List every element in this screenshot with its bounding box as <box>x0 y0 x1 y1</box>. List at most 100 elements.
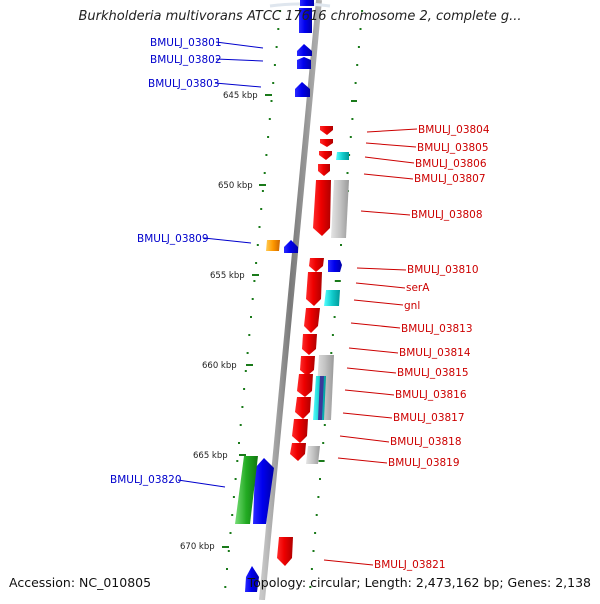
track-dot <box>359 28 362 30</box>
gene-label-bmulj-03801[interactable]: BMULJ_03801 <box>150 37 222 49</box>
track-dot <box>260 208 263 210</box>
gene-label-bmulj-03806[interactable]: BMULJ_03806 <box>415 158 487 170</box>
gene-glyph-bmulj-03816[interactable] <box>297 374 313 397</box>
track-dot <box>310 568 313 570</box>
feature-cyan-gnl[interactable] <box>324 290 340 306</box>
track-dot <box>243 388 246 390</box>
track-dot <box>251 298 254 300</box>
dotted-tracks <box>224 10 364 588</box>
gene-label-bmulj-03802[interactable]: BMULJ_03802 <box>150 54 222 66</box>
track-dot <box>261 190 264 192</box>
feature-green-03820[interactable] <box>235 456 258 524</box>
track-dot <box>244 370 247 372</box>
track-dot <box>268 118 271 120</box>
track-dot <box>309 586 312 588</box>
gene-label-bmulj-03803[interactable]: BMULJ_03803 <box>148 78 220 90</box>
track-dot <box>238 442 240 444</box>
gene-glyph-bmulj-03817[interactable] <box>295 397 311 419</box>
gene-glyph-bmulj-03806[interactable] <box>319 151 332 160</box>
gene-glyph-bmulj-03819[interactable] <box>290 443 306 461</box>
gene-label-bmulj-03809[interactable]: BMULJ_03809 <box>137 233 209 245</box>
track-dot <box>236 460 239 462</box>
track-dot <box>250 316 252 318</box>
scale-label-665: 665 kbp <box>193 451 228 461</box>
gene-label-bmulj-03813[interactable]: BMULJ_03813 <box>401 323 473 335</box>
gene-label-bmulj-03816[interactable]: BMULJ_03816 <box>395 389 467 401</box>
gene-label-bmulj-03817[interactable]: BMULJ_03817 <box>393 412 465 424</box>
gene-glyph-bmulj-03815[interactable] <box>300 356 315 376</box>
chromosome-backbone <box>259 0 322 601</box>
track-dot <box>265 154 268 156</box>
track-dot <box>361 10 364 12</box>
gene-label-bmulj-03821[interactable]: BMULJ_03821 <box>374 559 446 571</box>
track-dot <box>340 244 342 246</box>
reverse-genes <box>277 126 333 566</box>
track-dot <box>349 136 352 138</box>
gene-glyph-bmulj-03805[interactable] <box>320 139 333 147</box>
track-dot <box>248 334 251 336</box>
gene-glyph-bottom-partial[interactable] <box>245 566 259 592</box>
gene-label-bmulj-03804[interactable]: BMULJ_03804 <box>418 124 490 136</box>
gene-glyph-bmulj-03820[interactable] <box>253 458 274 524</box>
gene-glyph-bmulj-03809[interactable] <box>284 240 298 253</box>
gene-label-bmulj-03810[interactable]: BMULJ_03810 <box>407 264 479 276</box>
gene-glyph-bmulj-03804[interactable] <box>320 126 333 135</box>
feature-orange-03809[interactable] <box>266 240 280 251</box>
gene-label-bmulj-03807[interactable]: BMULJ_03807 <box>414 173 486 185</box>
gene-label-bmulj-03818[interactable]: BMULJ_03818 <box>390 436 462 448</box>
track-dot <box>231 514 234 516</box>
track-dot <box>241 406 244 408</box>
scale-label-650: 650 kbp <box>218 181 253 191</box>
scale-label-660: 660 kbp <box>202 361 237 371</box>
track-dot <box>258 226 261 228</box>
gene-glyph-bmulj-03818[interactable] <box>292 419 308 443</box>
gene-label-bmulj-03820[interactable]: BMULJ_03820 <box>110 474 182 486</box>
track-dot <box>346 172 349 174</box>
gene-glyph-bmulj-03814[interactable] <box>302 334 317 355</box>
gene-glyph-partial-top[interactable] <box>300 0 314 6</box>
track-dot <box>317 496 320 498</box>
feature-grey-03808[interactable] <box>331 180 349 238</box>
gene-glyph-bmulj-03801[interactable] <box>299 8 312 33</box>
track-dot <box>270 100 273 102</box>
track-dot <box>229 532 232 534</box>
gene-glyph-bmulj-03810[interactable] <box>328 260 342 272</box>
track-dot <box>279 10 282 12</box>
gene-label-bmulj-03805[interactable]: BMULJ_03805 <box>417 142 489 154</box>
gene-glyph-gnl[interactable] <box>306 272 322 306</box>
gene-glyph-bmulj-03802[interactable] <box>297 44 312 56</box>
track-dot <box>314 532 317 534</box>
track-dot <box>348 154 351 156</box>
gene-glyph-bmulj-03802b[interactable] <box>297 57 311 69</box>
feature-navy-03816[interactable] <box>318 376 324 420</box>
track-dot <box>224 586 227 588</box>
scale-label-670: 670 kbp <box>180 542 215 552</box>
track-dot <box>331 334 334 336</box>
gene-glyph-bmulj-03821[interactable] <box>277 537 293 566</box>
feature-grey-03819[interactable] <box>306 446 320 464</box>
gene-label-bmulj-03815[interactable]: BMULJ_03815 <box>397 367 469 379</box>
gene-glyph-bmulj-03807[interactable] <box>318 164 330 176</box>
track-dot <box>356 64 359 66</box>
track-dot <box>323 424 326 426</box>
gene-label-sera[interactable]: serA <box>406 282 430 294</box>
gene-glyph-sera[interactable] <box>309 258 324 272</box>
track-dot <box>330 352 333 354</box>
track-dot <box>272 82 275 84</box>
track-dot <box>277 28 280 30</box>
gene-label-bmulj-03819[interactable]: BMULJ_03819 <box>388 457 460 469</box>
accession-label: Accession: NC_010805 <box>9 575 152 590</box>
track-dot <box>226 568 228 570</box>
gene-label-bmulj-03814[interactable]: BMULJ_03814 <box>399 347 471 359</box>
leader-lines <box>177 41 418 566</box>
gene-label-bmulj-03808[interactable]: BMULJ_03808 <box>411 209 483 221</box>
track-dot <box>263 172 266 174</box>
gene-glyph-bmulj-03808[interactable] <box>313 180 331 236</box>
left-gene-labels: BMULJ_03801 BMULJ_03802 BMULJ_03803 BMUL… <box>110 37 222 486</box>
feature-cyan-03806[interactable] <box>336 152 349 160</box>
gene-glyph-bmulj-03813[interactable] <box>304 308 320 333</box>
gene-glyph-bmulj-03803[interactable] <box>295 82 310 97</box>
gene-label-gnl[interactable]: gnl <box>404 300 420 312</box>
